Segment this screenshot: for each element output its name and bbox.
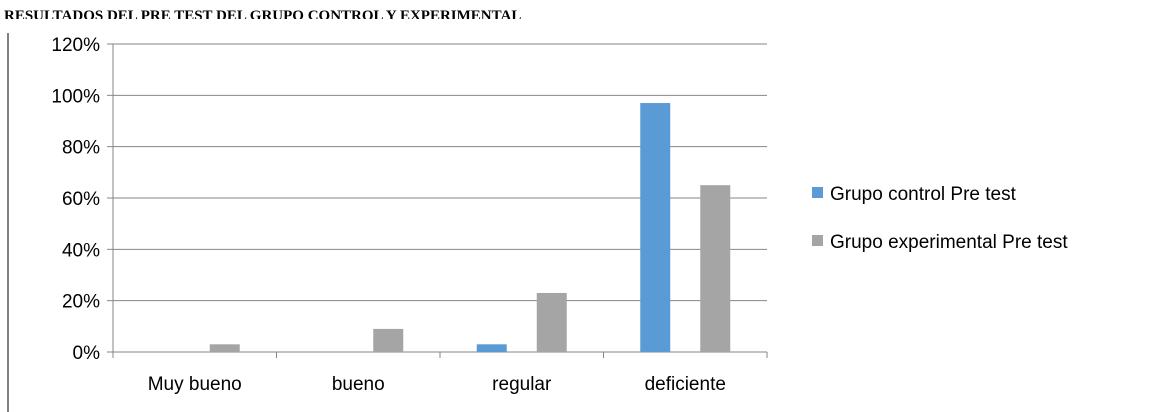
y-tick-label: 20% [62, 292, 100, 313]
bars [209, 103, 731, 353]
y-tick-label: 80% [62, 138, 100, 159]
legend-swatch [812, 187, 823, 198]
y-tick-label: 120% [51, 35, 100, 56]
legend-swatch [812, 235, 823, 246]
x-tick-label: regular [492, 374, 552, 395]
y-axis: 0% 20% 40% 60% 80% 100% 120% [51, 35, 114, 364]
chart-title: RESULTADOS DEL PRE TEST DEL GRUPO CONTRO… [4, 8, 522, 19]
bar-experimental [373, 328, 404, 352]
bar-experimental [700, 185, 731, 352]
y-tick-label: 0% [73, 343, 101, 364]
x-tick-label: Muy bueno [148, 374, 242, 395]
legend-label: Grupo experimental Pre test [830, 232, 1068, 253]
x-axis: Muy bueno bueno regular deficiente [112, 351, 768, 395]
x-tick-label: deficiente [645, 374, 726, 395]
legend-label: Grupo control Pre test [830, 184, 1017, 205]
legend: Grupo control Pre test Grupo experimental… [812, 184, 1068, 253]
bar-control [640, 103, 671, 353]
y-tick-label: 60% [62, 189, 100, 210]
y-tick-label: 40% [62, 240, 100, 261]
bar-experimental [209, 344, 240, 352]
x-tick-label: bueno [332, 374, 385, 395]
bar-control [476, 344, 507, 352]
bar-experimental [536, 292, 567, 352]
y-tick-label: 100% [51, 86, 100, 107]
